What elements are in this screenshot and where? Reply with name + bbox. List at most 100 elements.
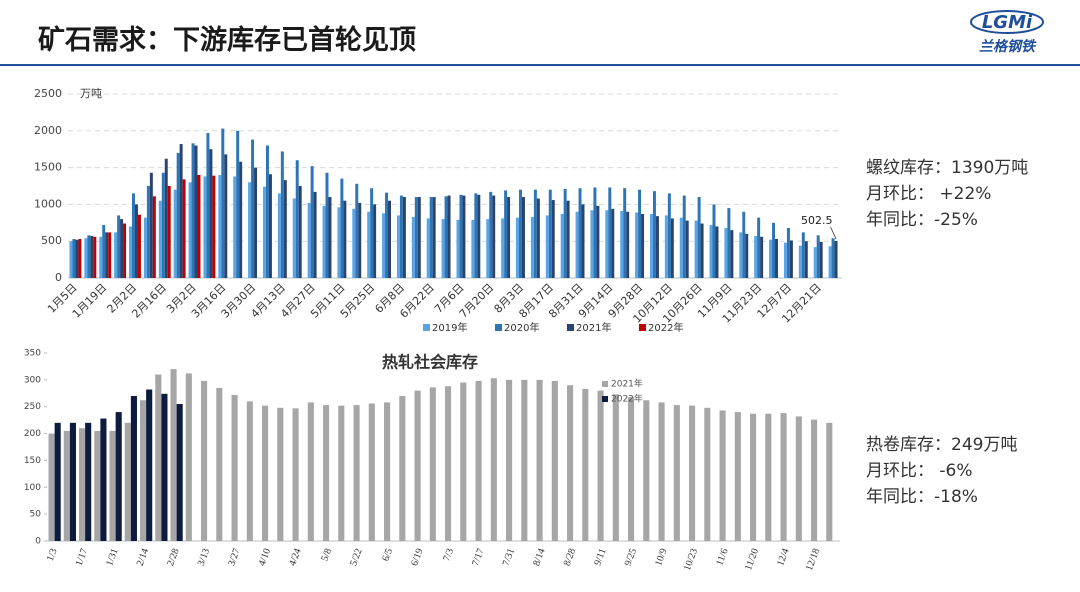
- bar: [129, 226, 133, 278]
- y-tick-label: 1000: [34, 197, 62, 210]
- bar: [611, 208, 615, 278]
- legend-swatch: [495, 324, 502, 331]
- bar: [700, 223, 704, 278]
- bar: [715, 226, 719, 278]
- bar: [87, 235, 91, 278]
- bar: [115, 412, 122, 541]
- bar: [149, 172, 153, 278]
- bar: [368, 403, 375, 541]
- bar: [292, 408, 299, 541]
- bar: [268, 174, 272, 278]
- bar: [724, 227, 728, 278]
- bar: [734, 412, 741, 541]
- bar: [170, 369, 177, 541]
- bar: [795, 416, 802, 541]
- bar: [506, 379, 513, 541]
- slide-title: 矿石需求：下游库存已首轮见顶: [38, 25, 416, 56]
- bar: [414, 390, 421, 541]
- bar: [754, 236, 758, 278]
- legend-label: 2019年: [432, 321, 467, 334]
- logo-sub: 兰格钢铁: [979, 38, 1037, 55]
- bar: [757, 217, 761, 278]
- legend-label: 2020年: [504, 321, 539, 334]
- bar: [277, 193, 281, 278]
- bar: [689, 405, 696, 541]
- y-tick-label: 2000: [34, 124, 62, 137]
- bar: [477, 194, 481, 278]
- note-line: 年同比：-18%: [866, 487, 978, 507]
- bar: [355, 183, 359, 278]
- bar: [307, 402, 314, 541]
- x-tick-label: 1/31: [104, 547, 120, 567]
- bar: [143, 217, 147, 278]
- y-tick-label: 50: [30, 510, 42, 520]
- bar: [146, 389, 153, 541]
- bar: [322, 205, 326, 278]
- bar: [94, 430, 101, 541]
- bar: [130, 395, 137, 541]
- bar: [399, 195, 403, 278]
- bar: [694, 220, 698, 278]
- bar: [605, 210, 609, 278]
- bar: [152, 196, 156, 278]
- bar: [521, 379, 528, 541]
- bar: [772, 222, 776, 278]
- bar: [658, 402, 665, 541]
- bar: [310, 166, 314, 278]
- bar: [575, 211, 579, 278]
- bar: [75, 239, 79, 278]
- bar: [132, 193, 135, 278]
- bar: [251, 139, 255, 278]
- bar: [353, 405, 360, 541]
- note-panel: 螺纹库存：1390万吨 月环比： +22% 年同比：-25%: [866, 155, 1028, 233]
- bar: [218, 174, 222, 278]
- bar: [209, 149, 213, 278]
- bar: [340, 178, 344, 278]
- bar: [548, 189, 552, 278]
- bar: [620, 211, 624, 278]
- bar: [343, 200, 347, 278]
- x-tick-label: 10/9: [653, 547, 669, 567]
- bar: [828, 246, 832, 278]
- note-line: 热卷库存：249万吨: [866, 435, 1018, 455]
- bar: [590, 210, 594, 278]
- bar: [100, 418, 107, 541]
- bar: [780, 413, 787, 541]
- bar: [826, 422, 833, 541]
- bar: [307, 202, 311, 278]
- bar: [638, 189, 642, 278]
- y-tick-label: 100: [24, 483, 41, 493]
- bar: [786, 227, 790, 278]
- bar: [197, 174, 201, 278]
- bar: [246, 401, 253, 541]
- bar: [521, 197, 525, 278]
- bar: [385, 192, 389, 278]
- bar: [402, 197, 406, 278]
- bar: [789, 240, 793, 278]
- legend-label: 2022年: [611, 393, 643, 405]
- bar: [105, 232, 109, 278]
- x-tick-label: 11/20: [743, 547, 761, 572]
- legend-swatch: [567, 324, 574, 331]
- bar: [566, 200, 570, 278]
- bar: [295, 160, 299, 278]
- bar: [504, 190, 508, 278]
- bar: [280, 151, 284, 278]
- bar: [384, 402, 391, 541]
- y-tick-label: 0: [55, 271, 62, 284]
- x-tick-label: 9/25: [623, 547, 639, 567]
- bar: [426, 218, 430, 278]
- bar: [411, 216, 415, 278]
- bar: [519, 189, 522, 278]
- bar: [262, 186, 266, 278]
- bar: [221, 128, 225, 278]
- bar: [155, 374, 162, 541]
- bar: [679, 217, 683, 278]
- bar: [79, 428, 86, 541]
- bar: [507, 197, 511, 278]
- bar: [775, 238, 778, 278]
- bar: [492, 195, 496, 278]
- bar: [750, 413, 757, 541]
- bar: [670, 218, 674, 278]
- bar: [367, 211, 371, 278]
